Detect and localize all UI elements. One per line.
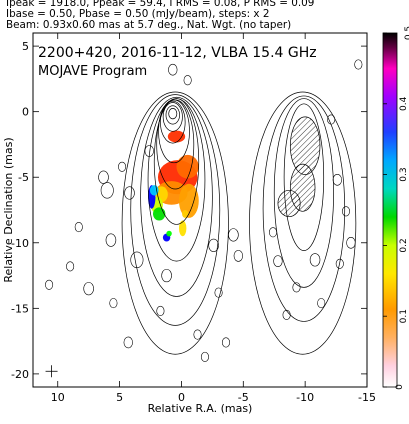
polarization-patch	[178, 183, 199, 218]
noise-contour	[341, 206, 350, 217]
contour-ring	[168, 108, 178, 120]
colorbar-tick-label: 0.4	[399, 96, 409, 111]
x-tick-label: 0	[178, 391, 185, 404]
contour-ring	[162, 102, 183, 132]
x-tick-label: 10	[51, 391, 65, 404]
noise-contour	[118, 161, 127, 172]
contour-ring	[283, 103, 325, 251]
noise-contour	[168, 63, 178, 76]
contour-ring	[153, 98, 200, 225]
x-tick-label: -5	[238, 391, 249, 404]
contour-ring	[130, 94, 221, 326]
y-tick-label: 5	[22, 40, 29, 53]
noise-contour	[335, 258, 344, 269]
axes: 10 5 0 -5 -10 -15 5 0 -5 -10 -15 -20	[11, 33, 376, 404]
colorbar-tick-label: 0.3	[399, 167, 409, 181]
noise-contour	[156, 305, 165, 316]
contour-ring	[262, 95, 346, 322]
y-tick-label: -10	[11, 237, 29, 250]
chart-title: 2200+420, 2016-11-12, VLBA 15.4 GHz	[38, 45, 317, 61]
noise-contour	[45, 279, 54, 290]
noise-contour	[83, 282, 94, 296]
plot-frame	[32, 32, 368, 388]
noise-contour	[208, 238, 219, 252]
noise-contour	[74, 222, 83, 233]
polarization-patch	[176, 154, 199, 179]
noise-contour	[332, 174, 342, 186]
colorbar	[382, 32, 398, 388]
y-tick-label: 0	[22, 106, 29, 119]
y-axis-label: Relative Declination (mas)	[2, 137, 15, 282]
y-tick-label: -20	[11, 368, 29, 381]
header-line-3: Beam: 0.93x0.60 mas at 5.7 deg., Nat. Wg…	[6, 19, 292, 31]
noise-contour	[124, 186, 135, 200]
contour-ring	[121, 91, 229, 355]
x-axis-label: Relative R.A. (mas)	[148, 402, 253, 415]
colorbar-tick-label: 0.5	[404, 26, 409, 40]
header-line-1: Ipeak = 1918.0, Ppeak = 59.4, I RMS = 0.…	[6, 0, 315, 9]
noise-contour	[105, 233, 117, 247]
polarization-patch	[178, 220, 187, 237]
contour-ring	[158, 99, 190, 164]
noise-contour	[346, 236, 356, 249]
noise-contour	[144, 145, 154, 157]
noise-contour	[214, 287, 223, 298]
noise-contour	[282, 309, 291, 320]
noise-contour	[109, 298, 118, 309]
noise-contour	[98, 170, 109, 184]
noise-contour	[100, 182, 114, 199]
noise-contour	[123, 336, 133, 349]
noise-contour	[161, 268, 172, 283]
contour-ring	[249, 91, 357, 355]
header-line-2: Ibase = 0.50, Pbase = 0.50 (mJy/beam), s…	[6, 8, 270, 20]
colorbar-tick-label: 0.2	[399, 238, 409, 252]
noise-contour	[371, 343, 378, 352]
noise-contour	[268, 227, 277, 238]
noise-contour	[193, 329, 202, 340]
noise-contour	[273, 255, 283, 267]
noise-contour	[66, 261, 75, 272]
colorbar-tick-label: 0.1	[399, 309, 409, 323]
noise-contour	[130, 251, 144, 268]
noise-contour	[200, 351, 209, 362]
x-tick-label: -10	[296, 391, 314, 404]
chart-subtitle: MOJAVE Program	[38, 64, 147, 79]
contour-ring	[160, 100, 186, 144]
x-tick-label: 5	[116, 391, 123, 404]
polarization-patch	[182, 210, 189, 218]
noise-contour	[309, 253, 321, 267]
contour-ring	[273, 98, 334, 288]
hatched-region	[277, 189, 301, 217]
y-tick-label: -5	[18, 171, 29, 184]
colorbar-ticks: 0 0.1 0.2 0.3 0.4 0.5	[383, 26, 409, 390]
noise-contour	[183, 75, 192, 86]
colorbar-tick-label: 0	[395, 384, 405, 390]
noise-contour	[233, 250, 243, 262]
noise-contour	[327, 114, 336, 125]
noise-contour	[317, 298, 326, 309]
noise-contour	[354, 59, 363, 70]
x-tick-label: -15	[358, 391, 376, 404]
noise-contour	[292, 282, 301, 293]
contour-ring	[140, 96, 213, 297]
noise-contour	[228, 228, 239, 242]
polarization-patch	[167, 130, 186, 143]
polarization-patch	[166, 230, 172, 237]
polarization-patch	[152, 207, 166, 221]
plot-area	[45, 59, 378, 378]
contour-ring	[165, 105, 180, 125]
y-tick-label: -15	[11, 302, 29, 315]
noise-contour	[221, 337, 230, 348]
